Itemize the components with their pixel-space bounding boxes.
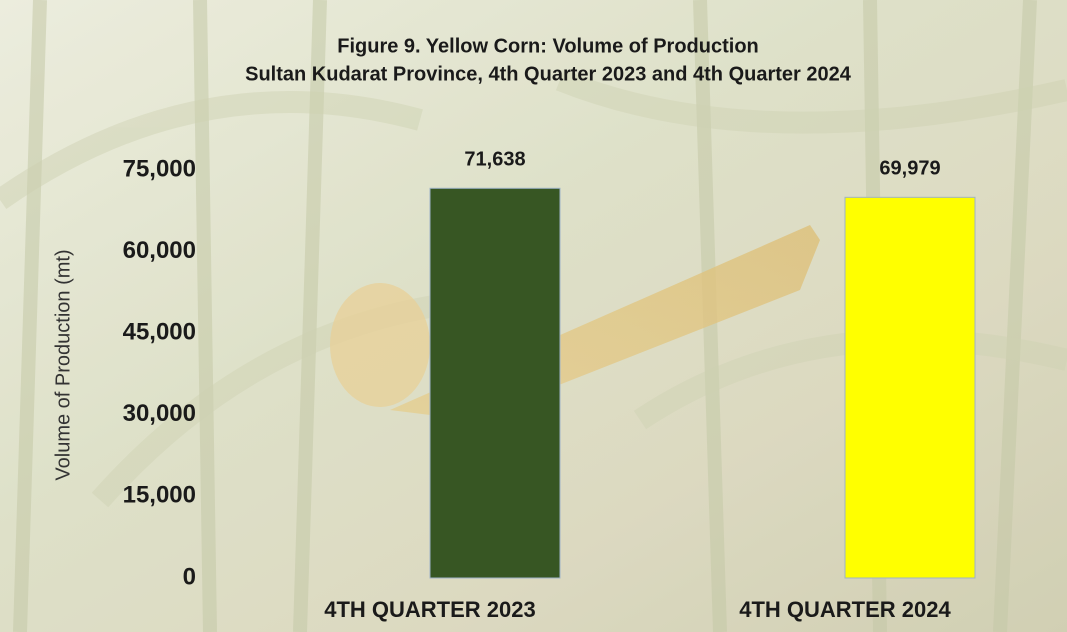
y-tick-label: 45,000 — [123, 319, 196, 346]
chart-subtitle: Sultan Kudarat Province, 4th Quarter 202… — [245, 63, 852, 85]
y-tick-label: 0 — [183, 563, 196, 590]
bar — [429, 187, 561, 579]
value-label: 69,979 — [879, 158, 940, 180]
value-label: 71,638 — [464, 149, 525, 171]
y-tick-label: 60,000 — [123, 237, 196, 264]
y-tick-label: 30,000 — [123, 400, 196, 427]
y-tick-label: 15,000 — [123, 482, 196, 509]
y-tick-label: 75,000 — [123, 155, 196, 182]
x-tick-label: 4TH QUARTER 2024 — [739, 597, 951, 622]
bar — [844, 196, 976, 579]
chart-title: Figure 9. Yellow Corn: Volume of Product… — [337, 35, 759, 57]
x-tick-label: 4TH QUARTER 2023 — [324, 597, 536, 622]
y-axis-label: Volume of Production (mt) — [52, 249, 74, 480]
